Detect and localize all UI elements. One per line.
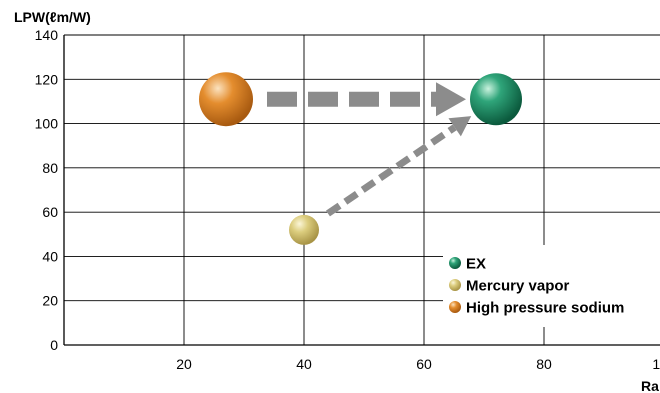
legend: EX Mercury vapor High pressure sodium: [449, 256, 624, 317]
y-tick-label: 80: [42, 160, 58, 176]
data-point-high-pressure-sodium: [199, 72, 253, 127]
legend-label: Mercury vapor: [466, 278, 570, 295]
x-axis-label: Ra: [641, 378, 659, 393]
y-tick-label: 140: [35, 27, 59, 43]
y-tick-label: 20: [42, 293, 58, 309]
legend-box: [443, 245, 660, 327]
y-tick-label: 100: [35, 116, 59, 132]
y-axis-label: LPW(ℓm/W): [14, 9, 91, 25]
y-tick-label: 40: [42, 248, 58, 264]
legend-label: High pressure sodium: [466, 300, 624, 317]
x-tick-label: 20: [176, 356, 192, 372]
legend-marker-high-pressure-sodium: [449, 301, 461, 313]
data-point-ex: [470, 73, 522, 126]
legend-marker-ex: [449, 257, 461, 269]
x-tick-label: 60: [416, 356, 432, 372]
x-tick-labels: 20 40 60 80 100: [176, 356, 660, 372]
arrow-shaft: [326, 124, 457, 217]
y-tick-label: 60: [42, 204, 58, 220]
y-tick-label: 0: [50, 337, 58, 353]
y-tick-label: 120: [35, 71, 59, 87]
x-tick-label: 100: [652, 356, 660, 372]
legend-label: EX: [466, 256, 486, 273]
arrow-head: [448, 116, 472, 137]
data-point-mercury-vapor: [289, 214, 319, 245]
x-tick-label: 80: [536, 356, 552, 372]
legend-marker-mercury-vapor: [449, 279, 461, 291]
arrow-head: [436, 82, 466, 117]
arrows: [267, 82, 472, 217]
x-tick-label: 40: [296, 356, 312, 372]
y-tick-labels: 0 20 40 60 80 100 120 140: [35, 27, 59, 353]
data-points: [199, 72, 522, 245]
